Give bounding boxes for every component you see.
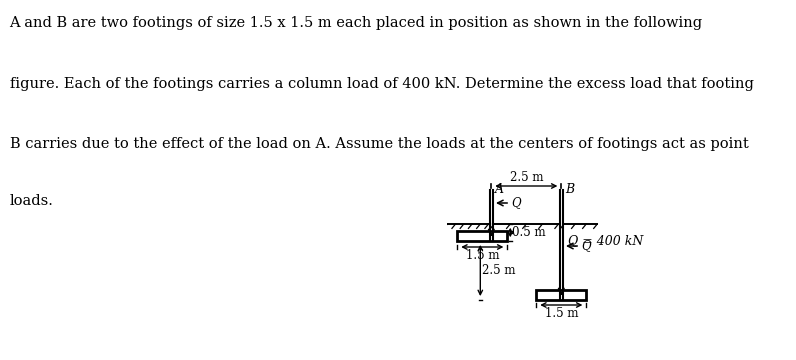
Text: B: B xyxy=(564,183,574,196)
Text: 2.5 m: 2.5 m xyxy=(482,264,515,277)
Text: 1.5 m: 1.5 m xyxy=(544,307,578,320)
Text: Q: Q xyxy=(511,197,521,210)
Text: figure. Each of the footings carries a column load of 400 kN. Determine the exce: figure. Each of the footings carries a c… xyxy=(10,77,754,91)
Bar xyxy=(457,231,507,241)
Text: A and B are two footings of size 1.5 x 1.5 m each placed in position as shown in: A and B are two footings of size 1.5 x 1… xyxy=(10,16,703,30)
Bar xyxy=(537,290,587,300)
Text: A: A xyxy=(494,183,504,196)
Text: B carries due to the effect of the load on A. Assume the loads at the centers of: B carries due to the effect of the load … xyxy=(10,137,748,151)
Text: 1.5 m: 1.5 m xyxy=(466,249,499,262)
Text: loads.: loads. xyxy=(10,194,53,207)
Text: Q: Q xyxy=(581,239,591,252)
Text: 2.5 m: 2.5 m xyxy=(509,171,543,184)
Text: 0.5 m: 0.5 m xyxy=(513,226,546,239)
Text: Q = 400 kN: Q = 400 kN xyxy=(568,234,643,248)
